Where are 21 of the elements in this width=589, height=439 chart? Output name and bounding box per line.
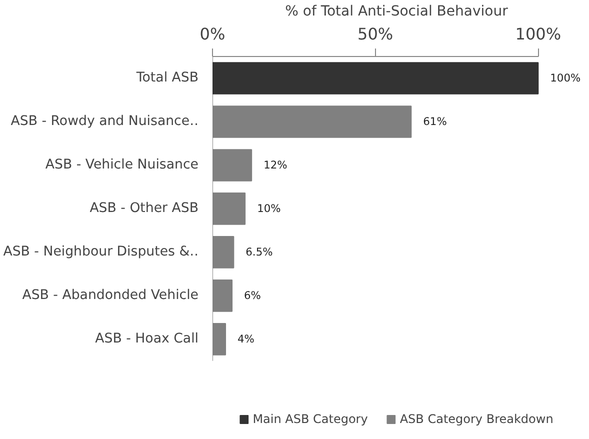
y-tick-label: ASB - Abandonded Vehicle bbox=[22, 288, 199, 304]
x-tick-label: 50% bbox=[358, 24, 394, 44]
data-label: 10% bbox=[257, 202, 281, 216]
y-tick-label: ASB - Hoax Call bbox=[95, 332, 199, 347]
data-label: 12% bbox=[264, 158, 288, 172]
y-tick-label: ASB - Neighbour Disputes &‥ bbox=[3, 244, 199, 260]
y-tick-label: ASB - Rowdy and Nuisance‥ bbox=[10, 114, 199, 130]
x-tick-label: 100% bbox=[515, 24, 562, 44]
y-tick-label: Total ASB bbox=[135, 70, 199, 86]
legend-label: ASB Category Breakdown bbox=[400, 412, 554, 426]
x-axis-title: % of Total Anti-Social Behaviour bbox=[285, 4, 508, 20]
legend-label: Main ASB Category bbox=[252, 412, 368, 426]
y-tick-label: ASB - Vehicle Nuisance bbox=[45, 158, 199, 173]
bar bbox=[212, 62, 539, 94]
data-label: 6.5% bbox=[246, 246, 273, 259]
data-label: 6% bbox=[244, 289, 261, 302]
x-tick-label: 0% bbox=[200, 24, 226, 44]
y-tick-label: ASB - Other ASB bbox=[90, 201, 199, 216]
data-label: 100% bbox=[550, 72, 581, 85]
data-label: 4% bbox=[238, 332, 254, 346]
data-label: 61% bbox=[423, 115, 447, 128]
